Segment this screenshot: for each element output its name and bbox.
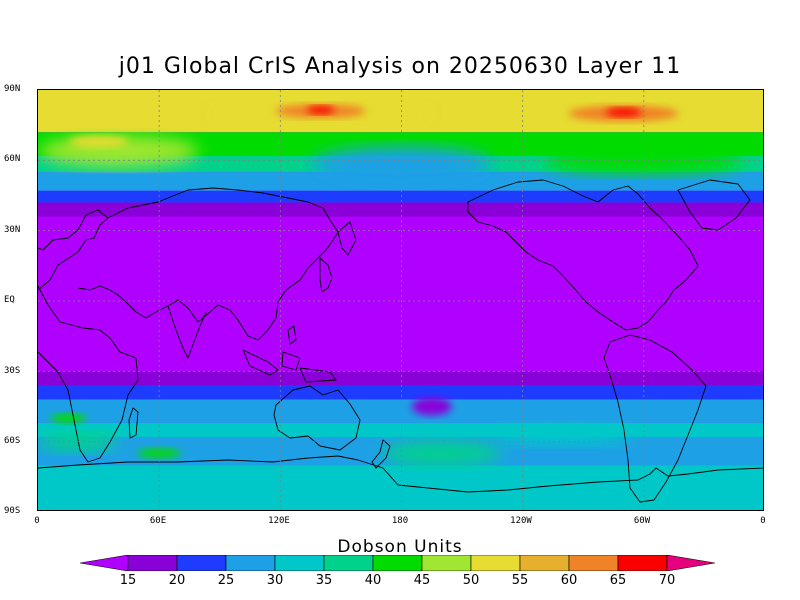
- coastline-kamchatka: [337, 221, 357, 256]
- colorbar-label: 50: [462, 573, 480, 588]
- lon-label-120w: 120W: [510, 516, 532, 526]
- lat-label-30s: 30S: [4, 366, 21, 376]
- coastline-indonesia: [242, 325, 337, 383]
- coastline-madagascar: [128, 407, 139, 439]
- coastline-new-zealand: [371, 439, 391, 469]
- blob-arctic-core-east: [605, 107, 642, 117]
- map-title: j01 Global CrIS Analysis on 20250630 Lay…: [118, 54, 682, 79]
- coastline-europe-africa: [38, 209, 109, 291]
- colorbar-label: 30: [266, 573, 284, 588]
- band-30s: [38, 371, 763, 386]
- colorbar-box: [617, 555, 668, 571]
- coastline-greenland: [677, 179, 751, 231]
- lon-label-0-left: 0: [34, 516, 40, 526]
- blob-pacific-low: [411, 397, 452, 416]
- lat-label-60s: 60S: [4, 436, 21, 446]
- colorbar-label: 60: [560, 573, 578, 588]
- lon-label-120e: 120E: [268, 516, 290, 526]
- coastline-japan: [319, 257, 333, 293]
- coastline-south-america: [603, 334, 707, 503]
- blob-north-atlantic: [68, 135, 129, 148]
- band-antarctic: [38, 465, 763, 510]
- colorbar-label: 15: [119, 573, 137, 588]
- colorbar-label: 20: [168, 573, 186, 588]
- colorbar-box: [372, 555, 423, 571]
- lat-label-90n: 90N: [4, 84, 21, 94]
- colorbar-label: 25: [217, 573, 235, 588]
- blob-sw-africa: [50, 413, 87, 424]
- colorbar-box: [470, 555, 521, 571]
- colorbar-title: Dobson Units: [337, 537, 463, 557]
- colorbar-max-arrow: [666, 555, 716, 571]
- lon-label-60w: 60W: [633, 516, 651, 526]
- colorbar-box: [519, 555, 570, 571]
- colorbar: [80, 555, 716, 571]
- coastline-asia: [77, 187, 339, 341]
- colorbar-box: [568, 555, 619, 571]
- coastlines: [38, 179, 763, 503]
- colorbar-box: [225, 555, 276, 571]
- colorbar-box: [323, 555, 374, 571]
- colorbar-label: 70: [658, 573, 676, 588]
- colorbar-label: 65: [609, 573, 627, 588]
- map-frame: [37, 89, 764, 511]
- colorbar-label: 55: [511, 573, 529, 588]
- band-40n: [38, 202, 763, 217]
- ozone-map: [38, 90, 763, 510]
- band-55s: [38, 422, 763, 437]
- blob-southern-ocean: [493, 424, 634, 445]
- colorbar-label: 45: [413, 573, 431, 588]
- colorbar-min-arrow: [80, 555, 129, 571]
- blob-arctic-core-west: [306, 105, 335, 114]
- coastline-north-america: [467, 179, 699, 331]
- lat-label-90s: 90S: [4, 506, 21, 516]
- blob-indian-green: [137, 448, 182, 459]
- coastline-antarctica: [38, 455, 763, 493]
- blob-southern-pacific: [381, 441, 502, 466]
- band-45n: [38, 190, 763, 203]
- colorbar-box: [176, 555, 227, 571]
- lon-label-0-right: 0: [760, 516, 766, 526]
- coastline-india: [167, 305, 207, 359]
- band-40s: [38, 385, 763, 400]
- lat-label-60n: 60N: [4, 154, 21, 164]
- lon-label-60e: 60E: [149, 516, 167, 526]
- lat-label-eq: EQ: [4, 295, 15, 305]
- coastline-africa: [38, 285, 139, 463]
- colorbar-box: [127, 555, 178, 571]
- colorbar-label: 40: [364, 573, 382, 588]
- coastline-australia: [273, 385, 361, 451]
- lon-label-180: 180: [391, 516, 409, 526]
- colorbar-label: 35: [315, 573, 333, 588]
- lat-lon-grid: [38, 90, 763, 510]
- ozone-field: [38, 90, 763, 510]
- colorbar-box: [274, 555, 325, 571]
- band-50s: [38, 399, 763, 423]
- colorbar-box: [421, 555, 472, 571]
- lat-label-30n: 30N: [4, 225, 21, 235]
